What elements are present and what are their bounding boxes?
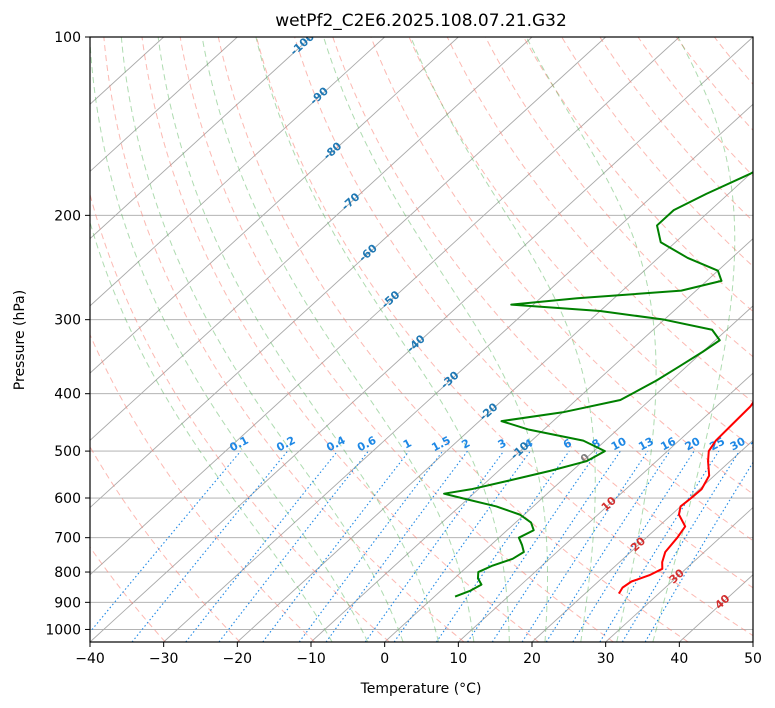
x-tick-label: 10: [449, 651, 467, 667]
x-axis-title: Temperature (°C): [360, 681, 482, 697]
y-tick-label: 700: [54, 531, 81, 547]
dry-adiabat-line: [332, 37, 753, 542]
mixing-ratio-line: [545, 450, 671, 642]
dry-adiabat-line: [141, 37, 540, 642]
dry-adiabat-line: [217, 37, 689, 642]
mixing-ratio-label: 30: [728, 435, 748, 454]
chart-title: wetPf2_C2E6.2025.108.07.21.G32: [275, 11, 567, 31]
x-tick-label: 40: [670, 651, 688, 667]
isotherm-line: [90, 37, 753, 642]
y-tick-label: 800: [54, 565, 81, 581]
isotherm-line: [90, 37, 606, 509]
moist-adiabat-line: [323, 37, 549, 642]
x-tick-label: −30: [149, 651, 179, 667]
y-tick-label: 400: [54, 387, 81, 403]
x-tick-label: −10: [296, 651, 326, 667]
isotherm-line: [163, 103, 753, 642]
y-tick-label: 100: [54, 30, 81, 46]
y-tick-label: 500: [54, 444, 81, 460]
mixing-ratio-line: [185, 450, 338, 642]
dry-adiabats: [90, 37, 753, 642]
mixing-ratio-line: [491, 450, 621, 642]
mixing-ratio-line: [467, 450, 599, 642]
y-tick-label: 600: [54, 491, 81, 507]
mixing-ratio-line: [131, 450, 289, 642]
moist-adiabat-line: [652, 37, 736, 642]
dry-adiabat-line: [484, 37, 753, 358]
mixing-ratio-line: [621, 450, 740, 642]
isotherm-line: [384, 305, 753, 642]
x-tick-label: −20: [223, 651, 253, 667]
dry-adiabat-line: [90, 192, 390, 642]
mixing-ratio-line: [521, 450, 649, 642]
y-tick-label: 1000: [45, 622, 81, 638]
dry-adiabat-line: [561, 37, 753, 267]
dry-adiabat-line: [294, 37, 753, 589]
moist-adiabat-line: [201, 37, 475, 642]
mixing-ratio-label: 10: [609, 435, 629, 454]
isotherm-line: [90, 37, 312, 240]
plot-frame: [89, 36, 754, 643]
mixing-ratio-line: [90, 450, 242, 633]
mixing-ratio-lines: [90, 450, 753, 642]
mixing-ratio-label: 36: [749, 435, 769, 454]
y-tick-label: 900: [54, 595, 81, 611]
x-axis: −40 −30 −20 −10 0 10 20 30 40 50: [75, 642, 762, 667]
dry-adiabat-line: [408, 37, 753, 449]
isotherm-line: [531, 439, 753, 642]
moist-adiabat-line: [410, 37, 596, 642]
isotherm-line: [90, 37, 459, 374]
y-axis-title: Pressure (hPa): [12, 290, 28, 390]
isotherm-line: [310, 238, 753, 642]
dewpoint-line: [443, 171, 753, 598]
isotherm-line: [458, 372, 753, 642]
mixing-ratio-line: [325, 450, 468, 642]
moist-adiabat-line: [120, 37, 404, 642]
plot-area: 0.10.20.40.611.52346810131620253036-100-…: [90, 37, 769, 642]
x-tick-label: 30: [597, 651, 615, 667]
temperature-line: [618, 400, 753, 595]
mixing-ratio-label: 20: [683, 435, 703, 454]
x-tick-label: 0: [380, 651, 389, 667]
dry-adiabat-line: [179, 37, 614, 642]
mixing-ratio-line: [262, 450, 410, 642]
dry-adiabat-line: [103, 37, 465, 642]
moist-adiabat-line: [255, 37, 510, 642]
mixing-ratio-label: 25: [707, 435, 727, 454]
isotherm-line: [90, 37, 680, 576]
mixing-ratio-line: [298, 450, 444, 642]
y-tick-label: 200: [54, 208, 81, 224]
isotherm-line: [237, 170, 753, 642]
x-tick-label: 50: [744, 651, 762, 667]
x-tick-label: 20: [523, 651, 541, 667]
y-tick-label: 300: [54, 313, 81, 329]
reference-labels: 0.10.20.40.611.52346810131620253036-100-…: [227, 37, 769, 612]
isotherm-line: [90, 37, 533, 441]
y-axis: 100 200 300 400 500 600 700 800 900 1000: [45, 30, 90, 638]
x-tick-label: −40: [75, 651, 105, 667]
sounding-series: [443, 171, 753, 598]
moist-adiabat-line: [90, 220, 333, 642]
moist-adiabat-line: [157, 37, 439, 642]
isotherm-lines: [90, 37, 753, 642]
dry-adiabat-line: [255, 37, 753, 637]
mixing-ratio-line: [364, 450, 505, 642]
moist-adiabats: [90, 37, 736, 642]
mixing-ratio-line: [393, 450, 531, 642]
isotherm-line: [90, 37, 385, 307]
dry-adiabat-line: [90, 445, 241, 642]
mixing-ratio-line: [435, 450, 570, 642]
mixing-ratio-line: [572, 450, 695, 642]
dry-adiabat-line: [599, 37, 753, 222]
mixing-ratio-label: 13: [636, 435, 656, 454]
mixing-ratio-label: 16: [658, 435, 678, 454]
isotherm-line: [605, 506, 753, 642]
moist-adiabat-line: [90, 37, 369, 642]
dry-adiabat-line: [370, 37, 753, 495]
isotherm-line: [90, 37, 238, 173]
